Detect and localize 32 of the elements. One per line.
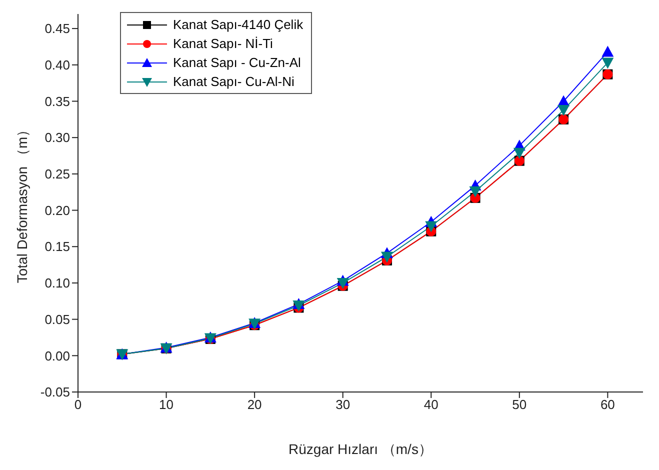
x-tick-label: 50 xyxy=(512,397,527,412)
y-tick-label: 0.20 xyxy=(44,202,70,218)
point xyxy=(513,148,526,159)
point xyxy=(469,186,482,198)
y-axis-title: Total Deformasyon （m） xyxy=(14,122,30,284)
point xyxy=(602,46,614,57)
legend-label: Kanat Sapı- Nİ-Ti xyxy=(173,36,273,51)
x-tick-label: 30 xyxy=(336,397,350,412)
legend-label: Kanat Sapı- Cu-Al-Ni xyxy=(173,74,294,89)
point xyxy=(602,58,614,69)
point xyxy=(425,221,438,232)
y-tick-label: -0.05 xyxy=(40,384,70,400)
x-tick-label: 40 xyxy=(424,397,438,412)
y-tick-label: 0.40 xyxy=(44,58,70,72)
x-tick-label: 20 xyxy=(247,397,262,412)
y-tick-label: 0.10 xyxy=(44,276,70,291)
legend-label: Kanat Sapı-4140 Çelik xyxy=(173,17,304,32)
y-tick-label: 0.35 xyxy=(44,94,70,109)
point xyxy=(558,104,570,116)
x-tick-label: 60 xyxy=(600,397,615,412)
y-tick-label: 0.25 xyxy=(44,166,70,182)
y-tick-label: 0.00 xyxy=(44,348,70,364)
x-axis-title: Rüzgar Hızları （m/s） xyxy=(288,440,432,457)
y-tick-label: 0.15 xyxy=(44,239,70,254)
legend-label: Kanat Sapı - Cu-Zn-Al xyxy=(173,55,301,70)
x-tick-label: 0 xyxy=(74,397,82,412)
y-tick-label: 0.30 xyxy=(44,130,70,146)
point xyxy=(380,252,393,263)
y-tick-label: 0.45 xyxy=(44,21,70,36)
point xyxy=(336,278,349,289)
y-tick-label: 0.05 xyxy=(44,312,70,327)
x-tick-label: 10 xyxy=(159,397,174,412)
